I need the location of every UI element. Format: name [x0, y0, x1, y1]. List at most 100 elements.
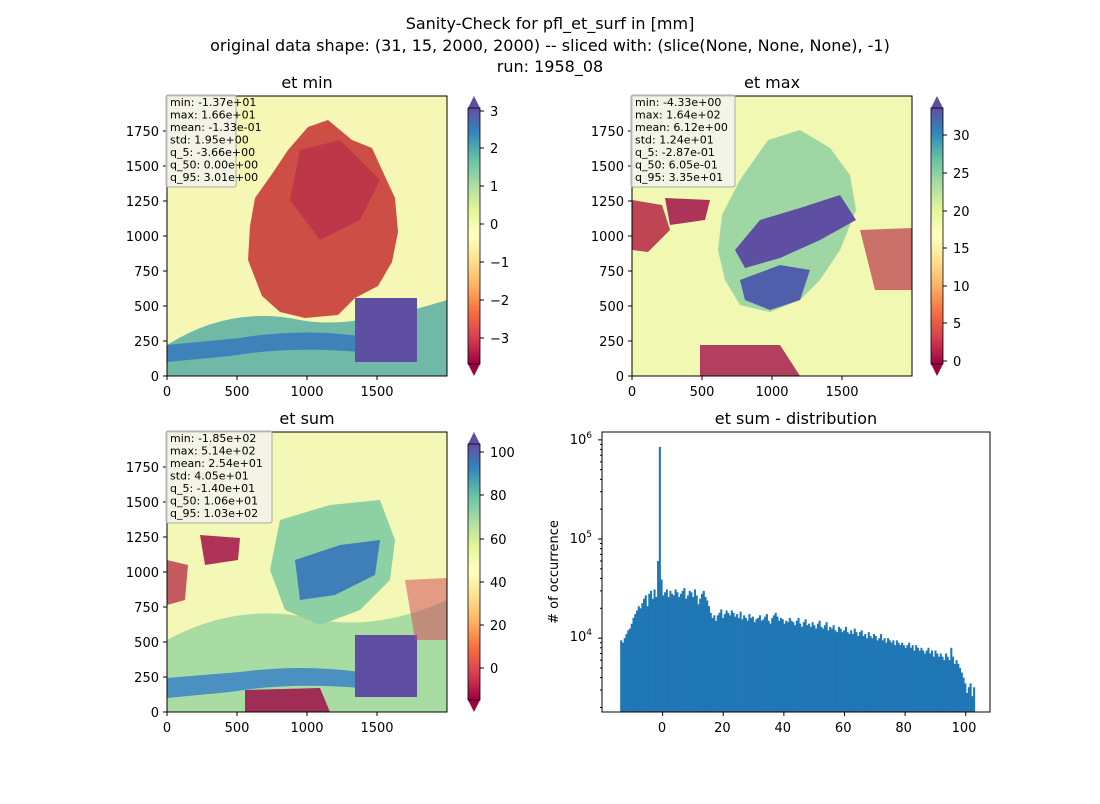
x-axis-distribution: 0 20 40 60 80 100 [658, 712, 976, 736]
histogram-bar [957, 663, 960, 712]
histogram-bar [678, 597, 681, 712]
histogram-bar [895, 640, 898, 712]
histogram-bar [741, 619, 744, 712]
heatmap-et-sum [166, 431, 448, 713]
histogram-bar [681, 590, 684, 712]
histogram-bar [885, 642, 888, 712]
histogram-bar [927, 647, 930, 712]
histogram-bar [816, 623, 819, 712]
histogram-bar [904, 647, 907, 712]
histogram-bar [662, 595, 665, 712]
histogram-bar [851, 634, 854, 712]
panel-title-et-max: et max [744, 73, 800, 92]
histogram-bar [971, 696, 974, 712]
stats-line: std: 4.05e+01 [170, 470, 249, 483]
histogram-bar [748, 614, 751, 712]
histogram-bar [936, 653, 939, 712]
histogram-bar [806, 625, 809, 712]
histogram-bar [641, 603, 644, 712]
histogram-bar [725, 610, 728, 712]
histogram-bar [846, 632, 849, 712]
stats-box-frame [165, 430, 273, 524]
histogram-bar [915, 645, 918, 712]
colorbar-tick-label: 2 [490, 142, 498, 157]
histogram-bar [746, 620, 749, 712]
y-axis-et-min: 0 250 500 750 1000 1250 1500 1750 [126, 125, 167, 385]
histogram-bar [795, 620, 798, 712]
histogram-bar [683, 588, 686, 712]
heatmap-dry-patch [200, 535, 240, 565]
histogram-bar [660, 579, 663, 712]
stats-line: min: -1.85e+02 [170, 432, 256, 445]
suptitle-line-1: Sanity-Check for pfl_et_surf in [mm] [406, 14, 695, 34]
histogram-bar [786, 622, 790, 712]
heatmap-dry-patch [167, 560, 188, 605]
histogram-bar [848, 634, 851, 712]
histogram-bar [790, 620, 793, 712]
histogram-bar [843, 630, 846, 712]
histogram-bar [906, 645, 909, 712]
heatmap-high-band [735, 195, 856, 268]
heatmap-dry-patch [405, 578, 447, 640]
histogram-bar [639, 608, 642, 712]
colorbar-extend-bottom [468, 364, 480, 376]
plot-frame [601, 431, 991, 713]
histogram-bar [867, 632, 870, 712]
histogram-bar [699, 598, 702, 712]
panel-title-et-min: et min [281, 73, 332, 92]
histogram-bar [651, 598, 654, 712]
stats-line: mean: 2.54e+01 [170, 457, 263, 470]
histogram-bar [946, 656, 949, 712]
stats-line: max: 1.64e+02 [635, 109, 721, 122]
histogram-bar [837, 626, 840, 712]
stats-line: mean: 6.12e+00 [635, 121, 728, 134]
colorbar-extend-top [468, 432, 480, 444]
histogram-bar [637, 606, 640, 712]
histogram-bar [776, 616, 779, 712]
histogram-bar [778, 620, 781, 712]
colorbar-tick-label: 40 [490, 576, 507, 591]
histogram-bar [711, 617, 714, 712]
histogram-bar [802, 622, 805, 712]
histogram-bar [679, 593, 682, 712]
histogram-bar [873, 634, 876, 712]
x-axis-et-max: 0 500 1000 1500 [628, 376, 859, 400]
heatmap-dry-patch [700, 345, 800, 376]
histogram-bar [959, 668, 962, 712]
colorbar-ticks: 30 25 20 15 10 5 0 [943, 129, 970, 370]
colorbar-tick-label: 80 [490, 489, 507, 504]
stats-box-et-min: min: -1.37e+01 max: 1.66e+01 mean: -1.33… [165, 94, 262, 188]
histogram-bar [669, 590, 672, 712]
x-tick-label: 60 [835, 721, 852, 736]
colorbar-tick-label: 100 [490, 446, 515, 461]
histogram-bar [964, 683, 967, 712]
histogram-bar [808, 623, 811, 712]
panel-title-distribution: et sum - distribution [715, 409, 877, 428]
histogram-bar [822, 628, 825, 712]
x-tick-label: 1500 [825, 385, 858, 400]
histogram-bar [930, 650, 934, 712]
histogram-bars [620, 446, 976, 712]
histogram-bar [620, 640, 623, 712]
y-tick-label: 1500 [126, 496, 159, 511]
histogram-bar [644, 595, 647, 712]
histogram-bar [650, 590, 653, 712]
histogram-bar [707, 606, 711, 712]
y-tick-label: 500 [134, 636, 159, 651]
histogram-bar [937, 656, 941, 712]
histogram-bar [750, 617, 753, 712]
colorbar-extend-top [468, 96, 480, 108]
histogram-bar [704, 597, 707, 712]
histogram-bar [628, 628, 632, 712]
histogram-bar [881, 640, 884, 712]
histogram-bar [960, 672, 963, 712]
histogram-bar [967, 687, 970, 712]
heatmap-alps-block [355, 635, 417, 697]
histogram-bar [934, 650, 937, 712]
histogram-bar [827, 630, 830, 712]
heatmap-dry-patch [860, 228, 912, 290]
y-tick-label: 1250 [126, 195, 159, 210]
colorbar-extend-bottom [931, 364, 943, 376]
histogram-bar [908, 642, 911, 712]
